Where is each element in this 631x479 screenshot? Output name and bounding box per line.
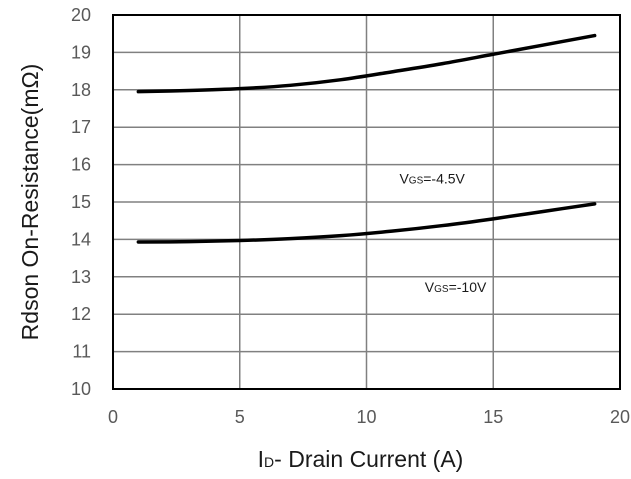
x-axis-title-main: I <box>258 446 264 472</box>
x-axis-title-sub: D <box>264 454 274 470</box>
x-tick-label: 20 <box>610 407 630 427</box>
y-tick-label: 19 <box>71 42 91 62</box>
y-tick-label: 10 <box>71 379 91 399</box>
grid <box>112 14 621 390</box>
y-axis-title: Rdson On-Resistance(mΩ) <box>17 64 43 341</box>
x-tick-label: 5 <box>235 407 245 427</box>
annotation-1: VGS=-4.5V <box>399 170 465 186</box>
y-tick-label: 17 <box>71 117 91 137</box>
y-tick-label: 16 <box>71 155 91 175</box>
y-tick-label: 20 <box>71 5 91 25</box>
x-tick-label: 15 <box>483 407 503 427</box>
y-tick-label: 11 <box>72 342 91 362</box>
x-axis-title-rest: - Drain Current (A) <box>274 446 463 472</box>
series-line-2 <box>136 202 597 244</box>
y-tick-labels: 10 11 12 13 14 15 16 17 18 19 20 <box>71 5 91 399</box>
series-group <box>136 33 597 244</box>
y-tick-label: 15 <box>71 192 91 212</box>
x-tick-label: 0 <box>108 407 118 427</box>
y-tick-label: 12 <box>71 304 91 324</box>
x-tick-label: 10 <box>356 407 376 427</box>
plot-frame <box>112 14 621 390</box>
annotations: VGS=-4.5V VGS=-10V <box>399 170 487 294</box>
series-line-1 <box>136 33 597 94</box>
annotation-2: VGS=-10V <box>425 279 487 295</box>
y-tick-label: 13 <box>71 267 91 287</box>
x-axis-title: ID- Drain Current (A) <box>258 446 464 472</box>
x-tick-labels: 0 5 10 15 20 <box>108 407 630 427</box>
y-tick-label: 14 <box>71 229 91 249</box>
y-tick-label: 18 <box>71 80 91 100</box>
